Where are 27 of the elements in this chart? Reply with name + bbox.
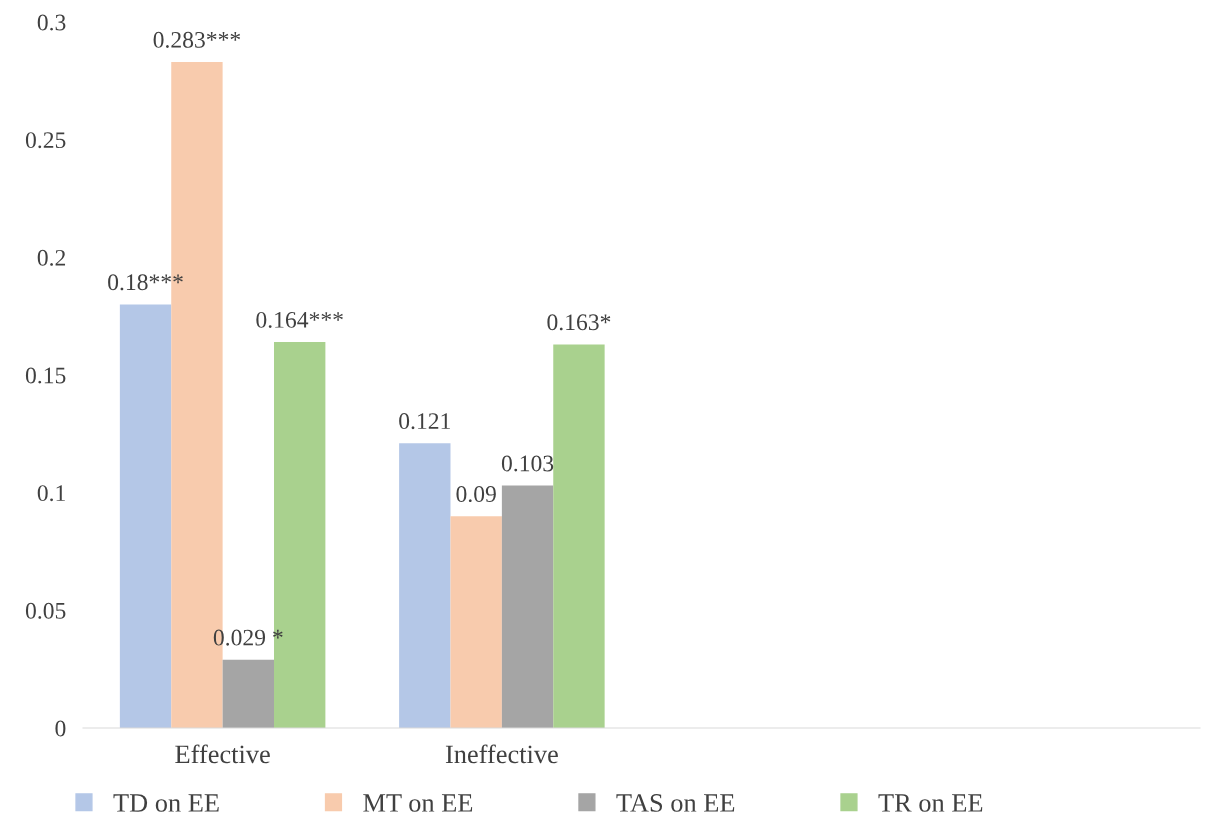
bar [553, 344, 605, 728]
bar [222, 659, 275, 728]
data-label: 0.103 [501, 455, 554, 472]
y-tick-label: 0.3 [37, 14, 66, 31]
data-label: 0.283*** [153, 31, 241, 48]
y-tick-label: 0.15 [25, 367, 66, 384]
bar [274, 342, 326, 728]
data-label: 0.18*** [108, 274, 183, 291]
data-label: 0.121 [399, 413, 450, 430]
legend-label: TAS on EE [616, 794, 735, 812]
bar [399, 443, 451, 728]
y-tick-label: 0.05 [25, 602, 66, 619]
bar [450, 516, 502, 728]
legend-label: MT on EE [363, 794, 473, 812]
legend-label: TR on EE [878, 794, 983, 812]
y-tick-label: 0.1 [37, 485, 65, 502]
x-tick-label: Effective [175, 744, 270, 764]
data-label: 0.164*** [256, 311, 343, 328]
y-tick-label: 0.25 [25, 132, 66, 149]
legend-label: TD on EE [113, 794, 219, 812]
bar [501, 485, 554, 728]
bar [119, 304, 172, 728]
y-tick-label: 0 [55, 720, 66, 737]
x-tick-label: Ineffective [445, 744, 558, 764]
data-label: 0.163* [547, 314, 611, 331]
data-label: 0.09 [456, 486, 496, 503]
y-tick-label: 0.2 [37, 249, 66, 266]
